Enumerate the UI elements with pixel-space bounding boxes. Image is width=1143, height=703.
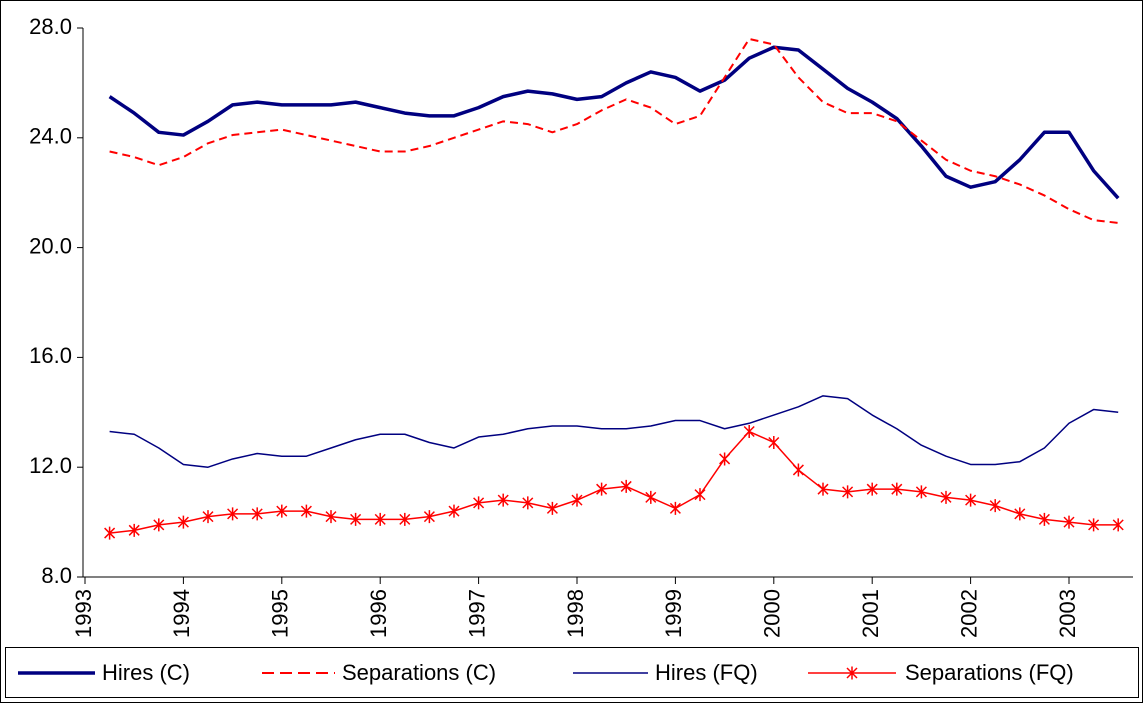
point-marker xyxy=(1014,507,1026,521)
series-line xyxy=(108,45,1120,200)
point-marker xyxy=(669,501,681,515)
point-marker xyxy=(915,485,927,499)
point-marker xyxy=(497,493,509,507)
point-marker xyxy=(940,490,952,504)
x-tick-label: 1998 xyxy=(563,589,588,638)
x-tick-label: 1997 xyxy=(464,589,489,638)
legend-label: Separations (C) xyxy=(342,660,496,685)
point-marker xyxy=(423,510,435,524)
point-marker xyxy=(350,512,362,526)
point-marker xyxy=(473,496,485,510)
legend-label: Hires (FQ) xyxy=(655,660,758,685)
point-marker xyxy=(448,504,460,518)
point-marker xyxy=(1088,518,1100,532)
point-marker xyxy=(399,512,411,526)
point-marker xyxy=(743,425,755,439)
point-marker xyxy=(965,493,977,507)
x-tick-label: 1999 xyxy=(661,589,686,638)
point-marker xyxy=(1038,512,1050,526)
legend-box xyxy=(5,647,1139,698)
point-marker xyxy=(596,482,608,496)
series-line xyxy=(109,395,1119,468)
point-marker xyxy=(989,499,1001,513)
series-line xyxy=(109,430,1119,534)
point-marker xyxy=(768,435,780,449)
point-marker xyxy=(522,496,534,510)
point-marker xyxy=(891,482,903,496)
y-tick-label: 20.0 xyxy=(29,233,72,258)
y-tick-label: 16.0 xyxy=(29,343,72,368)
point-marker xyxy=(792,463,804,477)
point-marker xyxy=(817,482,829,496)
x-tick-label: 1995 xyxy=(268,589,293,638)
point-marker xyxy=(571,493,583,507)
point-marker xyxy=(104,526,116,540)
point-marker xyxy=(1112,518,1124,532)
x-tick-label: 2001 xyxy=(858,589,883,638)
point-marker xyxy=(842,485,854,499)
x-tick-label: 1993 xyxy=(71,589,96,638)
point-marker xyxy=(153,518,165,532)
x-tick-label: 1994 xyxy=(169,589,194,638)
point-marker xyxy=(645,490,657,504)
point-marker xyxy=(202,510,214,524)
point-marker xyxy=(374,512,386,526)
point-marker xyxy=(177,515,189,529)
point-marker xyxy=(276,504,288,518)
legend-label: Hires (C) xyxy=(102,660,190,685)
point-marker xyxy=(719,452,731,466)
y-tick-label: 24.0 xyxy=(29,124,72,149)
x-tick-label: 2002 xyxy=(956,589,981,638)
point-marker xyxy=(325,510,337,524)
y-tick-label: 28.0 xyxy=(29,14,72,39)
series-line xyxy=(109,37,1119,224)
point-marker xyxy=(546,501,558,515)
legend-marker xyxy=(846,666,858,680)
y-tick-label: 12.0 xyxy=(29,453,72,478)
point-marker xyxy=(694,488,706,502)
legend-label: Separations (FQ) xyxy=(905,660,1074,685)
point-marker xyxy=(227,507,239,521)
point-marker xyxy=(128,523,140,537)
point-marker xyxy=(300,504,312,518)
y-tick-label: 8.0 xyxy=(41,563,72,588)
x-tick-label: 2000 xyxy=(760,589,785,638)
x-tick-label: 1996 xyxy=(366,589,391,638)
point-marker xyxy=(866,482,878,496)
x-tick-label: 2003 xyxy=(1055,589,1080,638)
point-marker xyxy=(251,507,263,521)
point-marker xyxy=(620,479,632,493)
point-marker xyxy=(1063,515,1075,529)
